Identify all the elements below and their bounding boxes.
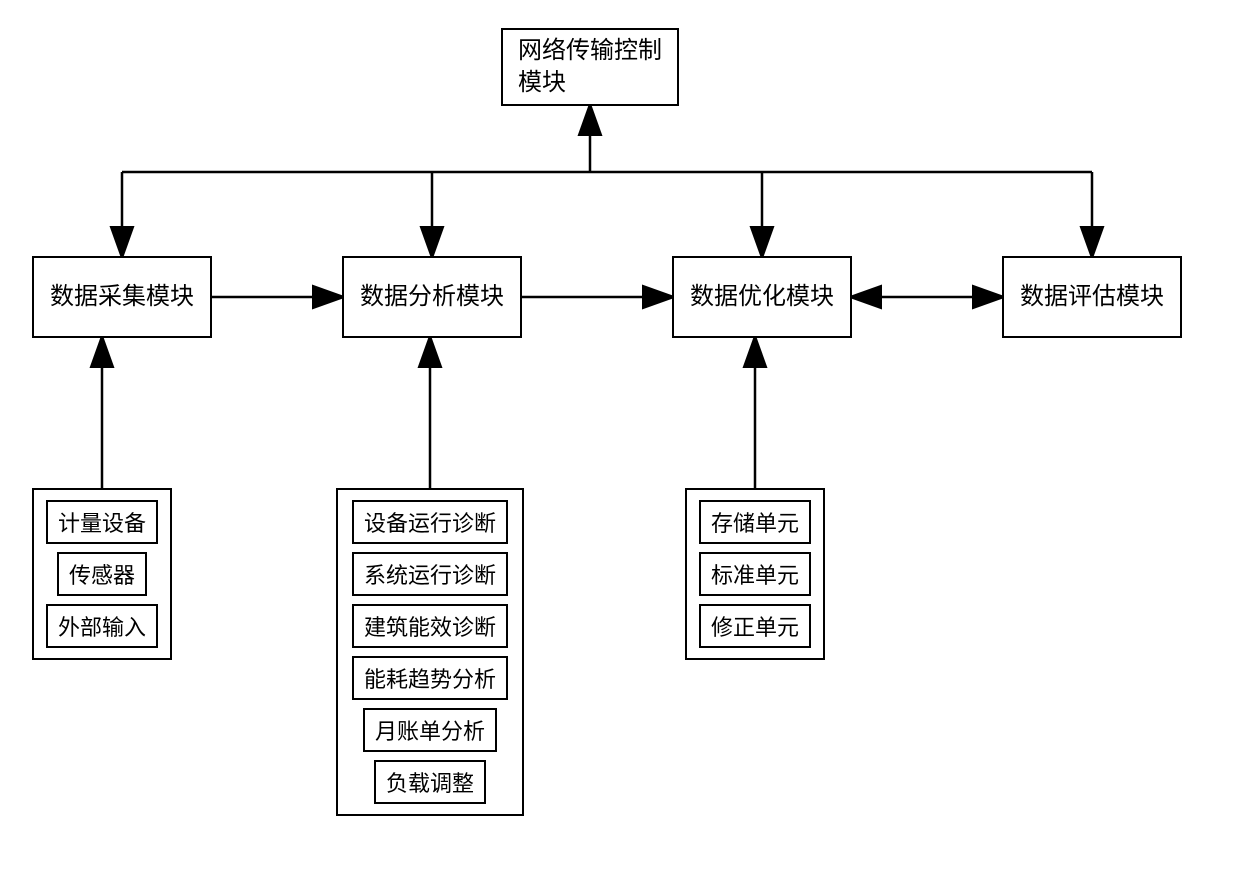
node-label: 数据采集模块 <box>50 281 194 313</box>
detail-item: 外部输入 <box>46 604 158 648</box>
detail-item: 存储单元 <box>699 500 811 544</box>
edges-layer <box>0 0 1240 875</box>
node-label: 数据评估模块 <box>1020 281 1164 313</box>
node-data-analysis: 数据分析模块 <box>342 256 522 338</box>
detail-group-collection: 计量设备传感器外部输入 <box>32 488 172 660</box>
node-data-evaluation: 数据评估模块 <box>1002 256 1182 338</box>
node-label: 数据优化模块 <box>690 281 834 313</box>
detail-item: 计量设备 <box>46 500 158 544</box>
detail-item: 标准单元 <box>699 552 811 596</box>
node-label-line1: 网络传输控制 <box>518 38 662 64</box>
detail-item: 系统运行诊断 <box>352 552 508 596</box>
detail-item: 能耗趋势分析 <box>352 656 508 700</box>
detail-item: 月账单分析 <box>363 708 497 752</box>
detail-item: 传感器 <box>57 552 147 596</box>
detail-item: 建筑能效诊断 <box>352 604 508 648</box>
detail-group-optimization: 存储单元标准单元修正单元 <box>685 488 825 660</box>
detail-item: 修正单元 <box>699 604 811 648</box>
node-network-control: 网络传输控制 模块 <box>501 28 679 106</box>
node-data-collection: 数据采集模块 <box>32 256 212 338</box>
detail-item: 负载调整 <box>374 760 486 804</box>
node-label-line2: 模块 <box>518 70 566 96</box>
node-data-optimization: 数据优化模块 <box>672 256 852 338</box>
system-diagram: 网络传输控制 模块 数据采集模块 数据分析模块 数据优化模块 数据评估模块 计量… <box>0 0 1240 875</box>
detail-item: 设备运行诊断 <box>352 500 508 544</box>
detail-group-analysis: 设备运行诊断系统运行诊断建筑能效诊断能耗趋势分析月账单分析负载调整 <box>336 488 524 816</box>
node-label: 数据分析模块 <box>360 281 504 313</box>
